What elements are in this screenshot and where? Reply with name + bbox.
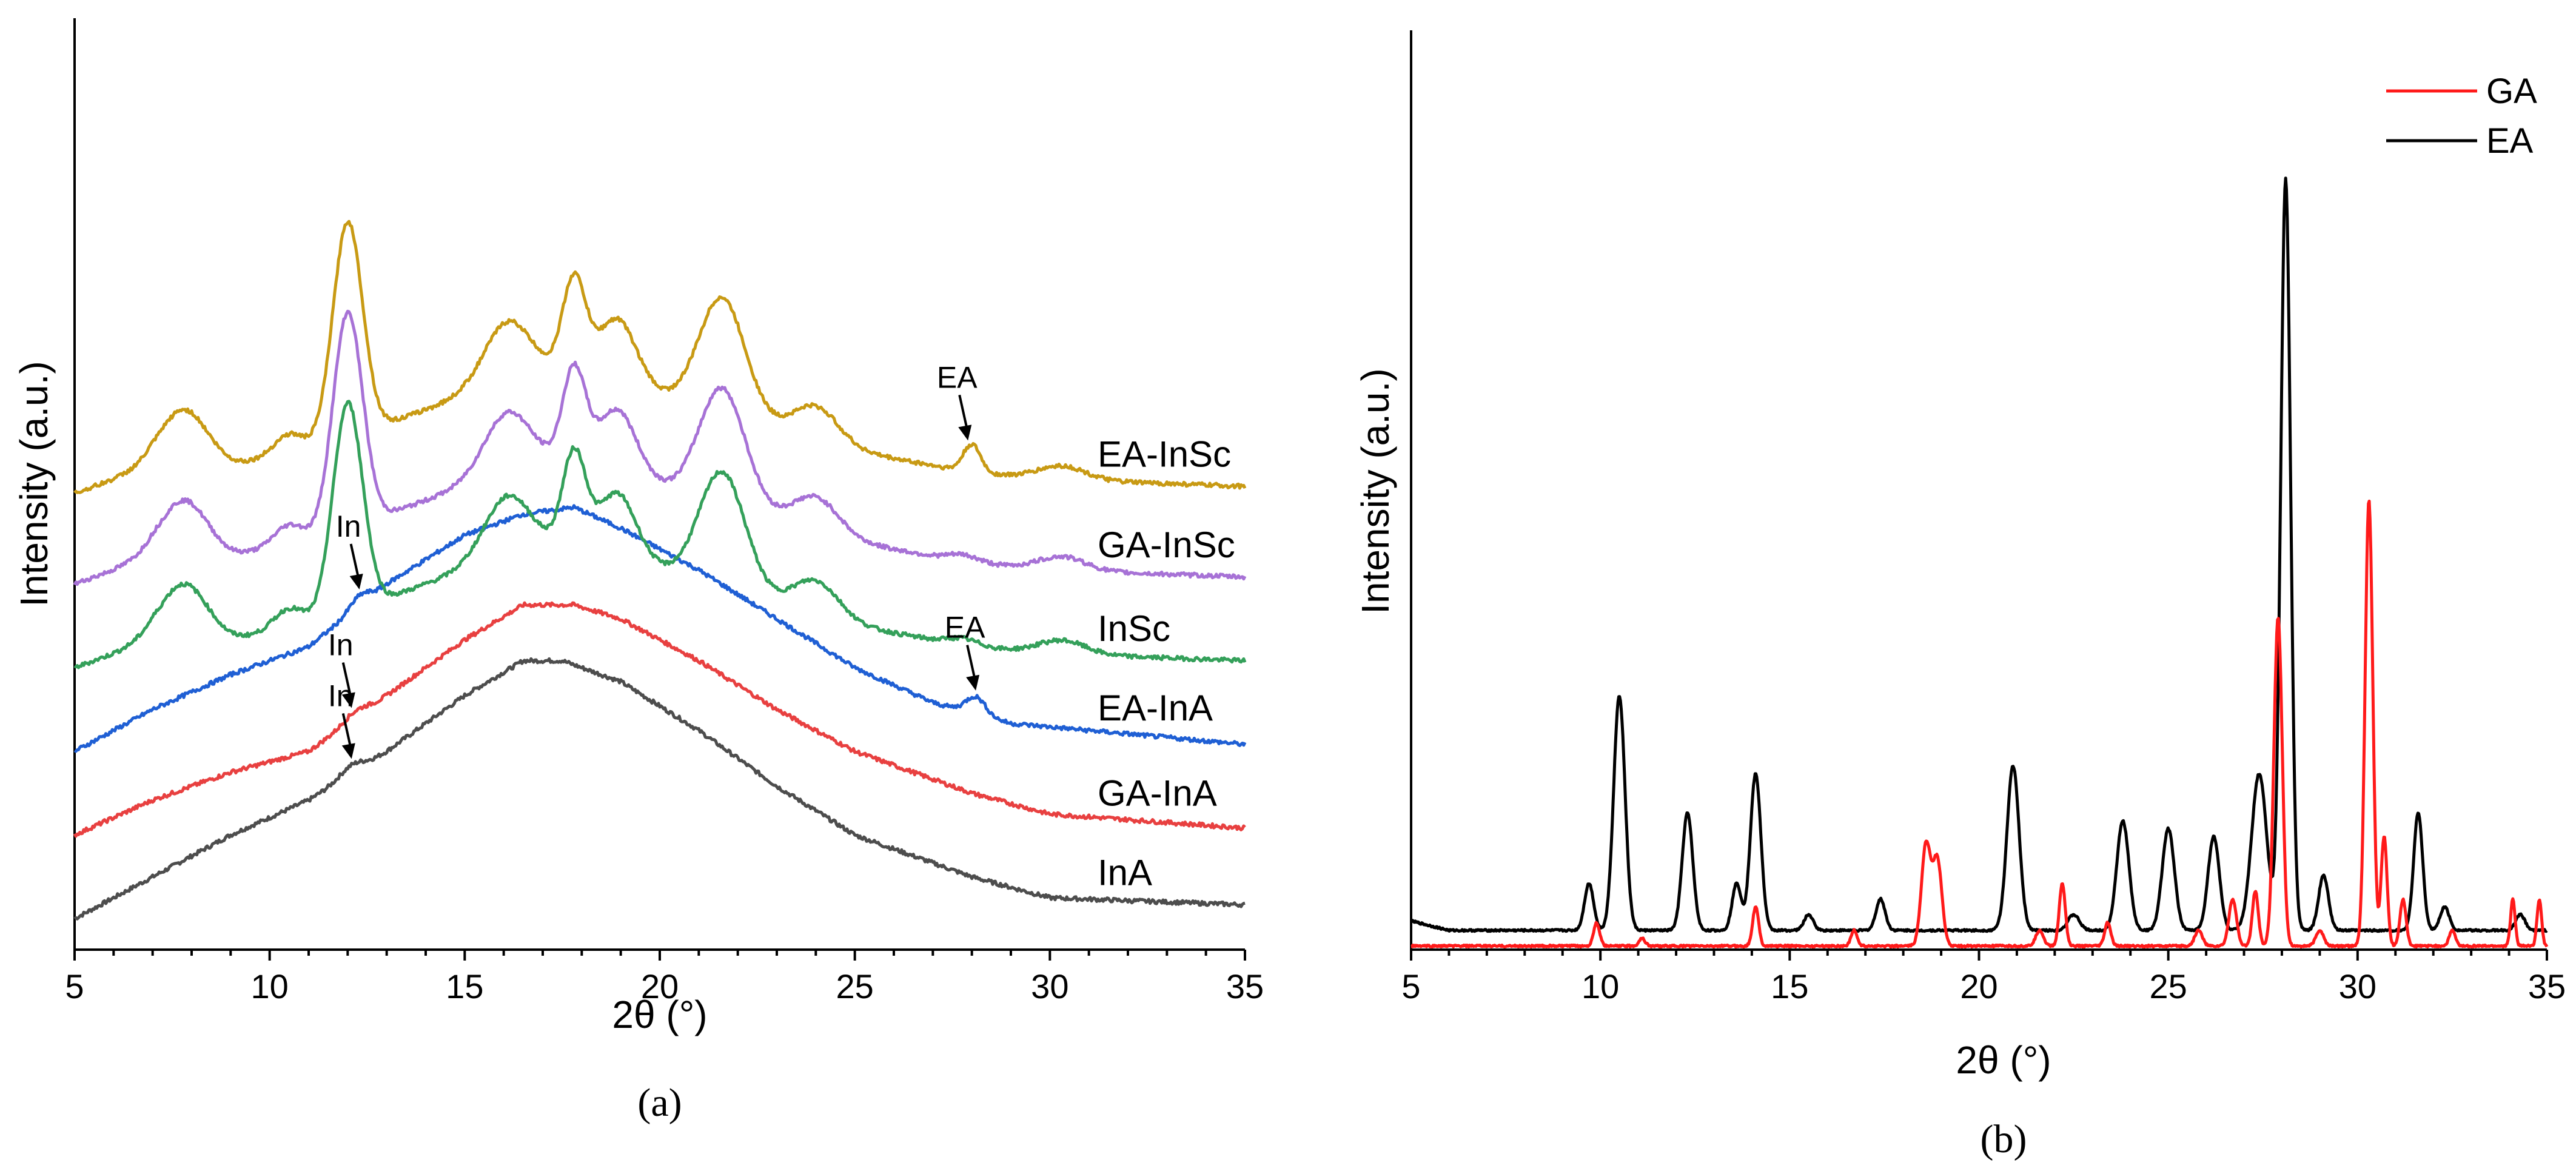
panel-b-chart: 5 10 15 20 25 30 35 GA EA 2θ (°) Intensity (a.u… (1353, 30, 2566, 1161)
trace-ga (1410, 499, 2549, 949)
panel-b-x-tick-label: 10 (1581, 967, 1619, 1005)
annotation-arrowhead (341, 743, 355, 759)
annotation-label: EA (937, 360, 978, 394)
series-label-ea-insc: EA-InSc (1098, 434, 1231, 474)
annotation-label: EA (945, 611, 985, 645)
panel-b-x-tick-label: 30 (2339, 967, 2376, 1005)
trace-ga-ina (73, 601, 1246, 838)
panel-b-x-tick-label: 5 (1401, 967, 1420, 1005)
series-label-insc: InSc (1098, 608, 1170, 649)
panel-a-chart: 5 10 15 20 25 30 35 InA GA-InA EA-InA InSc GA-InSc… (12, 18, 1264, 1125)
panel-b-x-tick-label: 35 (2528, 967, 2566, 1005)
panel-b-x-title: 2θ (°) (1956, 1038, 2051, 1082)
panel-b-y-title: Intensity (a.u.) (1353, 368, 1397, 614)
panel-a-y-title: Intensity (a.u.) (12, 361, 56, 607)
panel-a-x-tick-label: 15 (446, 967, 483, 1005)
trace-ga-insc (73, 309, 1247, 586)
panel-a-x-tick-label: 35 (1226, 967, 1264, 1005)
trace-ina (73, 657, 1246, 921)
series-label-ina: InA (1098, 852, 1152, 893)
panel-a-x-tick-label: 5 (65, 967, 84, 1005)
panel-a-x-tick-label: 10 (251, 967, 289, 1005)
panel-a-x-title: 2θ (°) (612, 993, 707, 1036)
series-label-ga-ina: GA-InA (1098, 773, 1217, 813)
annotation-label: In (336, 509, 361, 543)
annotation-arrowhead (349, 573, 363, 589)
panel-b-legend: GA EA (2386, 72, 2537, 161)
annotation-label: In (328, 679, 354, 713)
annotation-arrowhead (341, 692, 355, 708)
panel-b-caption: (b) (1981, 1117, 2027, 1161)
panel-a-x-tick-label: 25 (836, 967, 874, 1005)
panel-a-traces (73, 220, 1247, 921)
trace-ea-insc (73, 220, 1247, 494)
panel-b-x-tick-label: 20 (1960, 967, 1997, 1005)
panel-a-ticks: 5 10 15 20 25 30 35 (65, 950, 1264, 1005)
annotation-label: In (328, 628, 354, 662)
trace-ea (1409, 176, 2548, 933)
series-label-ga-insc: GA-InSc (1098, 525, 1235, 565)
panel-a-x-tick-label: 20 (641, 967, 679, 1005)
panel-b-traces (1409, 176, 2549, 949)
panel-a-series-labels: InA GA-InA EA-InA InSc GA-InSc EA-InSc (1098, 434, 1235, 893)
panel-a-annotations: EA In EA In In (328, 360, 985, 759)
panel-a-x-tick-label: 30 (1031, 967, 1068, 1005)
legend-label-ea: EA (2486, 121, 2534, 161)
panel-b-x-tick-label: 15 (1771, 967, 1808, 1005)
panel-a-caption: (a) (637, 1081, 682, 1125)
trace-insc (73, 400, 1247, 669)
legend-label-ga: GA (2486, 72, 2537, 111)
panel-b-ticks: 5 10 15 20 25 30 35 (1401, 950, 2566, 1005)
series-label-ea-ina: EA-InA (1098, 688, 1213, 728)
trace-ea-ina (73, 504, 1247, 753)
panel-b-x-tick-label: 25 (2150, 967, 2187, 1005)
annotation-arrowhead (958, 424, 972, 441)
annotation-arrowhead (966, 674, 980, 691)
